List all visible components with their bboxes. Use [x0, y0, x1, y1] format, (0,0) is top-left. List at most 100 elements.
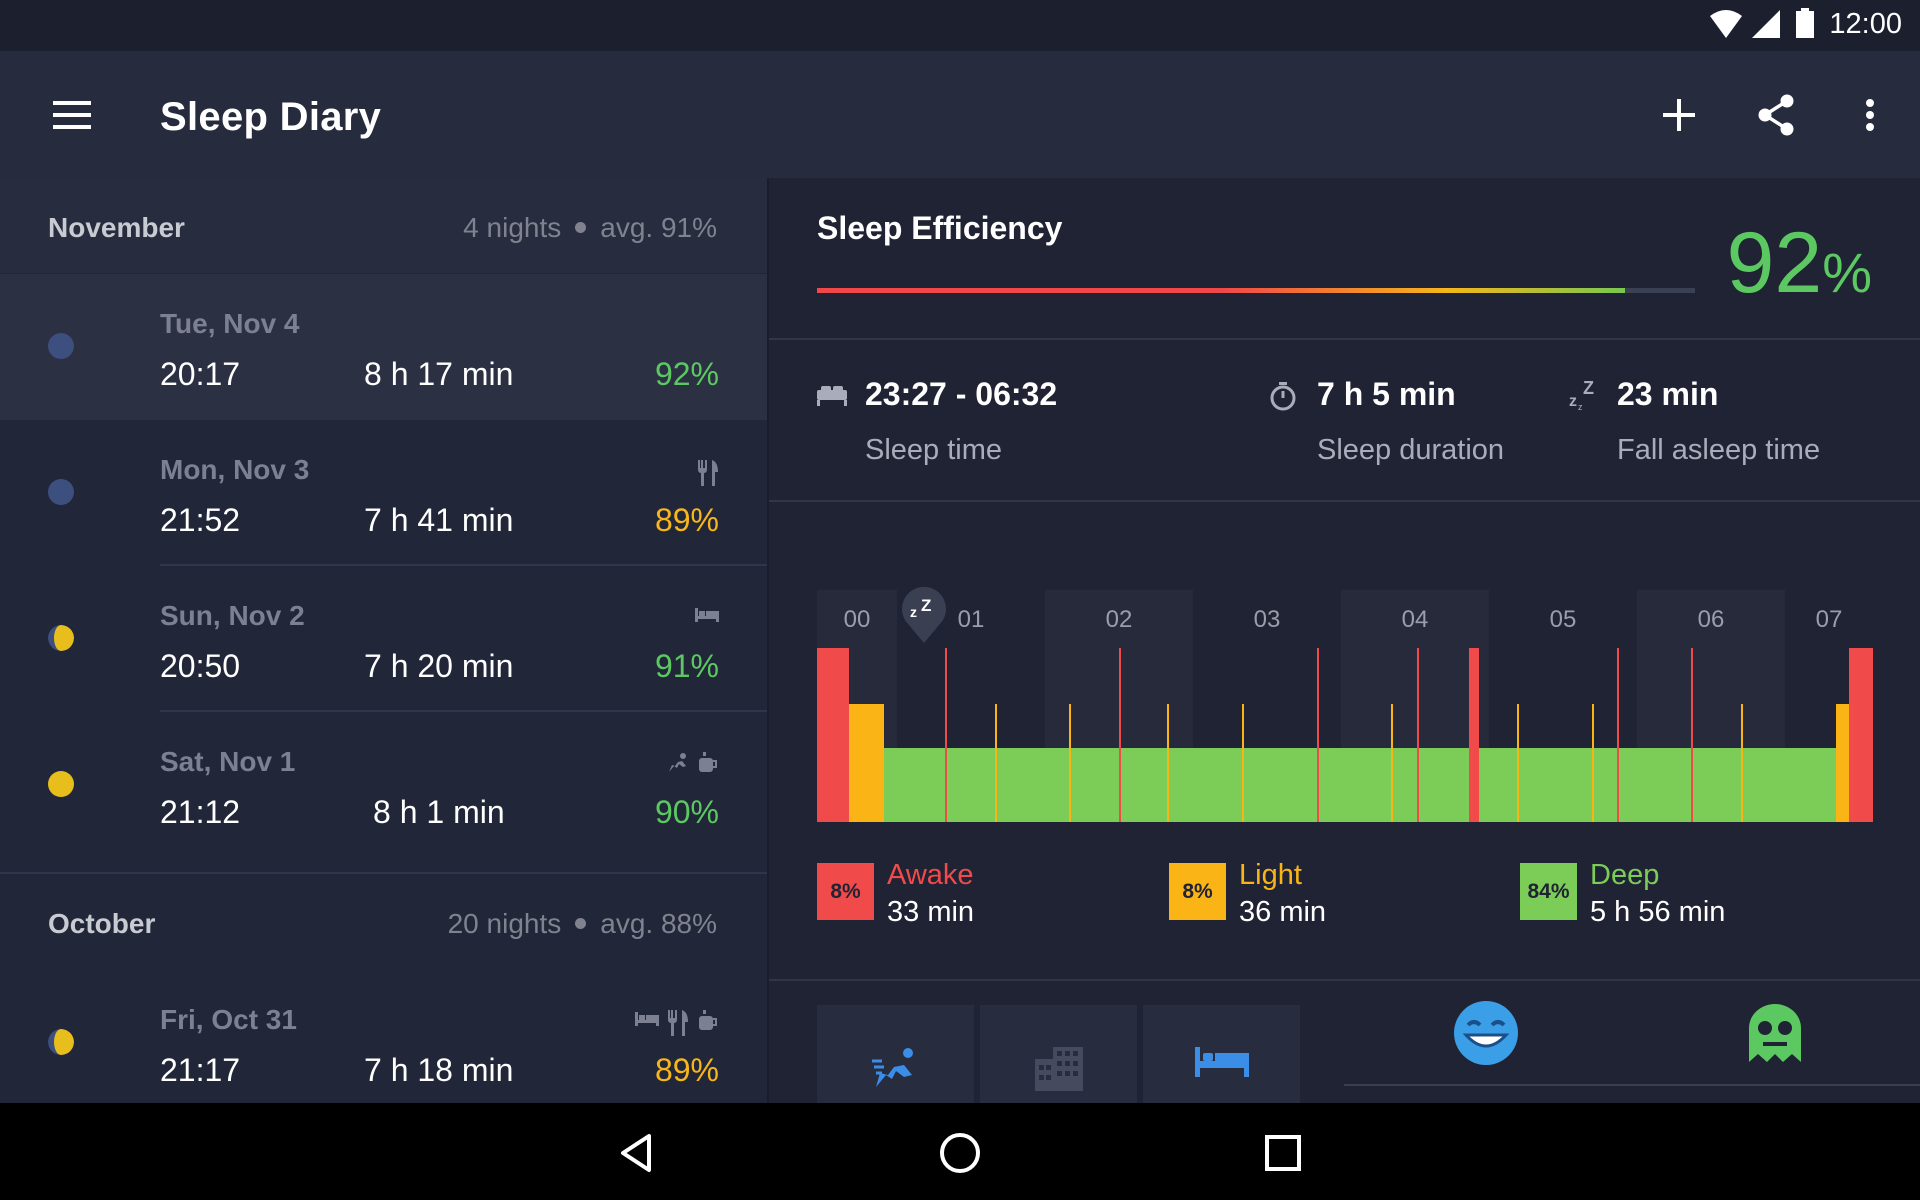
home-circle-icon: [940, 1133, 980, 1173]
month-header-october: October 20 nights avg. 88%: [0, 874, 767, 969]
light-spike: [1592, 704, 1594, 822]
overflow-menu-button[interactable]: [1842, 87, 1898, 143]
night-duration: 8 h 17 min: [364, 356, 514, 392]
light-legend-label: Light: [1239, 859, 1302, 891]
menu-button[interactable]: [44, 87, 100, 143]
hamburger-icon: [53, 101, 91, 129]
more-vertical-icon: [1866, 99, 1874, 131]
svg-text:Z: Z: [1583, 378, 1594, 398]
home-button[interactable]: [932, 1125, 988, 1181]
hour-label: 02: [1105, 606, 1133, 633]
plus-icon: [1663, 99, 1695, 131]
night-tags: [635, 1010, 719, 1036]
awake-percent-badge: 8%: [817, 863, 874, 920]
happy-mood-icon[interactable]: [1454, 1001, 1518, 1065]
month-avg: avg. 91%: [600, 212, 717, 243]
efficiency-number: 92: [1726, 215, 1823, 311]
building-icon: [1034, 1047, 1083, 1091]
night-item[interactable]: Mon, Nov 3 21:52 7 h 41 min 89%: [0, 420, 767, 566]
light-spike: [995, 704, 997, 822]
light-legend-value: 36 min: [1239, 896, 1327, 928]
night-duration: 8 h 1 min: [373, 794, 505, 830]
month-nights: 4 nights: [463, 212, 562, 243]
bullet-icon: [575, 918, 587, 930]
sleep-duration-value: 7 h 5 min: [1317, 376, 1456, 412]
running-icon: [871, 1048, 913, 1087]
signal-icon: [1752, 10, 1780, 38]
divider: [769, 500, 1920, 502]
svg-text:z: z: [910, 604, 917, 620]
back-button[interactable]: [608, 1125, 664, 1181]
awake-spike: [1317, 648, 1319, 822]
fork-knife-icon: [698, 460, 718, 486]
month-stats: 20 nights avg. 88%: [448, 908, 717, 940]
awake-legend-value: 33 min: [887, 896, 975, 928]
night-date: Tue, Nov 4: [160, 308, 300, 339]
ghost-mood-icon[interactable]: [1749, 1004, 1801, 1062]
full-moon-icon: [48, 771, 74, 797]
night-item[interactable]: Tue, Nov 4 20:17 8 h 17 min 92%: [0, 274, 767, 420]
night-item[interactable]: Sat, Nov 1 21:12 8 h 1 min 90%: [0, 712, 767, 858]
fork-knife-icon: [668, 1010, 688, 1036]
awake-spike: [1691, 648, 1693, 822]
light-spike: [1069, 704, 1071, 822]
efficiency-unit: %: [1822, 241, 1872, 304]
page-title: Sleep Diary: [160, 95, 382, 139]
tag-work[interactable]: [980, 1005, 1137, 1103]
night-efficiency: 89%: [654, 502, 719, 538]
battery-icon: [1796, 8, 1814, 38]
night-bedtime: 20:50: [160, 648, 241, 684]
light-percent-badge: 8%: [1169, 863, 1226, 920]
share-button[interactable]: [1748, 87, 1804, 143]
light-spike: [1391, 704, 1393, 822]
light-spike: [1242, 704, 1244, 822]
awake-spike: [1417, 648, 1419, 822]
month-name: November: [48, 212, 185, 243]
running-icon: [669, 753, 686, 772]
deep-legend-label: Deep: [1590, 859, 1660, 891]
night-bedtime: 21:52: [160, 502, 241, 538]
awake-spike: [1617, 648, 1619, 822]
add-button[interactable]: [1651, 87, 1707, 143]
divider: [0, 872, 767, 874]
system-nav-bar: [0, 1103, 1920, 1200]
night-duration: 7 h 20 min: [364, 648, 514, 684]
night-efficiency: 92%: [654, 356, 719, 392]
efficiency-value: 92%: [1727, 214, 1872, 313]
efficiency-bar-fill: [817, 288, 1625, 293]
status-bar: 12:00: [0, 0, 1920, 51]
hour-label: 07: [1815, 606, 1843, 633]
night-item[interactable]: Fri, Oct 31 21:17 7 h 18 min 89%: [0, 970, 767, 1103]
night-date: Sat, Nov 1: [160, 746, 296, 777]
tag-bed[interactable]: [1143, 1005, 1300, 1103]
waxing-moon-icon: [48, 1029, 74, 1055]
share-icon: [1758, 94, 1794, 136]
status-time: 12:00: [1829, 8, 1902, 40]
new-moon-icon: [48, 479, 74, 505]
waxing-moon-icon: [48, 625, 74, 651]
night-duration: 7 h 18 min: [364, 1052, 514, 1088]
svg-text:z: z: [1569, 393, 1577, 410]
bed-icon: [817, 386, 847, 406]
night-detail: Sleep Efficiency 92% 23:27 - 06:32 Sleep…: [769, 178, 1920, 1103]
mood-underline: [1344, 1084, 1920, 1086]
coffee-icon: [699, 1010, 717, 1030]
recents-button[interactable]: [1255, 1125, 1311, 1181]
night-item[interactable]: Sun, Nov 2 20:50 7 h 20 min 91%: [0, 566, 767, 712]
night-tags: [697, 460, 719, 486]
divider: [769, 979, 1920, 981]
night-tags: [695, 606, 719, 622]
night-date: Sun, Nov 2: [160, 600, 305, 631]
night-list[interactable]: November 4 nights avg. 91% Tue, Nov 4 20:…: [0, 178, 767, 1103]
deep-legend-value: 5 h 56 min: [1590, 896, 1726, 928]
night-bedtime: 20:17: [160, 356, 241, 392]
efficiency-title: Sleep Efficiency: [817, 210, 1063, 246]
light-spike: [1741, 704, 1743, 822]
deep-percent-badge: 84%: [1520, 863, 1577, 920]
night-efficiency: 90%: [654, 794, 719, 830]
hour-label: 03: [1253, 606, 1281, 633]
bed-icon: [695, 608, 719, 622]
tag-exercise[interactable]: [817, 1005, 974, 1103]
night-tags: [667, 752, 719, 774]
